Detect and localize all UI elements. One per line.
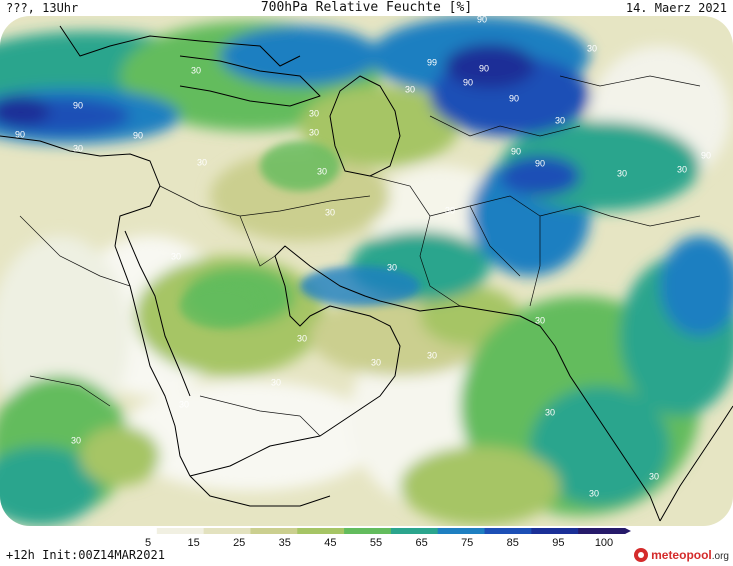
- contour-label: 30: [445, 205, 455, 215]
- contour-label: 30: [271, 377, 281, 387]
- contour-label: 30: [587, 43, 597, 53]
- colorbar-tick-label: 65: [415, 537, 427, 548]
- contour-label: 30: [555, 115, 565, 125]
- colorbar: 5 15 25 35 45 55 65 75 85 95 100: [110, 528, 631, 548]
- contour-label: 30: [197, 157, 207, 167]
- contour-label: 30: [309, 108, 319, 118]
- colorbar-tick-label: 45: [324, 537, 336, 548]
- colorbar-tick-label: 75: [461, 537, 473, 548]
- contour-label: 30: [191, 65, 201, 75]
- contour-label: 30: [535, 315, 545, 325]
- contour-label: 30: [405, 84, 415, 94]
- contour-label: 30: [73, 143, 83, 153]
- colorbar-segment: [531, 528, 579, 534]
- colorbar-segment: [203, 528, 251, 534]
- colorbar-segment: [110, 528, 158, 534]
- contour-label: 90: [511, 146, 521, 156]
- contour-label: 30: [297, 333, 307, 343]
- humidity-map: 90 90 90 90 90 90 90 90 90 99 90 30 30 30 30 30 30 30 30 30…: [0, 16, 733, 526]
- map-title: 700hPa Relative Feuchte [%]: [260, 0, 473, 15]
- colorbar-tick-label: 95: [552, 537, 564, 548]
- colorbar-tick-label: 25: [233, 537, 245, 548]
- forecast-hour-label: ???, 13Uhr: [6, 1, 79, 15]
- contour-label: 90: [15, 129, 25, 139]
- logo-text: meteopool.org: [651, 548, 729, 562]
- colorbar-tick-label: 100: [595, 537, 613, 548]
- contour-label: 90: [73, 100, 83, 110]
- colorbar-segment: [344, 528, 392, 534]
- colorbar-tick-label: 85: [507, 537, 519, 548]
- colorbar-tick-label: 55: [370, 537, 382, 548]
- contour-label: 90: [133, 130, 143, 140]
- contour-label: 30: [649, 471, 659, 481]
- colorbar-segment: [437, 528, 486, 534]
- contour-label: 90: [701, 150, 711, 160]
- contour-label: 90: [509, 93, 519, 103]
- contour-label: 90: [463, 77, 473, 87]
- init-time-label: +12h Init:00Z14MAR2021: [6, 548, 165, 562]
- colorbar-segment: [484, 528, 532, 534]
- contour-label: 30: [677, 164, 687, 174]
- contour-label: 30: [317, 166, 327, 176]
- contour-label: 30: [371, 357, 381, 367]
- forecast-date: 14. Maerz 2021: [625, 1, 727, 15]
- contour-label: 30: [71, 435, 81, 445]
- colorbar-segment: [578, 528, 626, 534]
- contour-label: 30: [171, 251, 181, 261]
- colorbar-tick-label: 35: [279, 537, 291, 548]
- contour-label: 30: [309, 127, 319, 137]
- colorbar-arrow: [625, 528, 631, 534]
- contour-label: 30: [617, 168, 627, 178]
- colorbar-segment: [390, 528, 439, 534]
- contour-label: 30: [387, 262, 397, 272]
- contour-label: 30: [589, 488, 599, 498]
- colorbar-segment: [297, 528, 345, 534]
- contour-label: 30: [325, 207, 335, 217]
- colorbar-segment: [250, 528, 298, 534]
- colorbar-tick-label: 5: [145, 537, 151, 548]
- contour-label: 30: [179, 399, 189, 409]
- contour-label: 90: [479, 63, 489, 73]
- meteopool-logo: meteopool.org: [634, 545, 729, 565]
- colorbar-tick-label: 15: [187, 537, 199, 548]
- contour-label: 99: [427, 57, 437, 67]
- contour-label: 90: [535, 158, 545, 168]
- contour-label: 90: [477, 16, 487, 24]
- logo-mark-icon: [634, 548, 649, 562]
- colorbar-segment: [156, 528, 205, 534]
- contour-label: 30: [427, 350, 437, 360]
- contour-label: 30: [545, 407, 555, 417]
